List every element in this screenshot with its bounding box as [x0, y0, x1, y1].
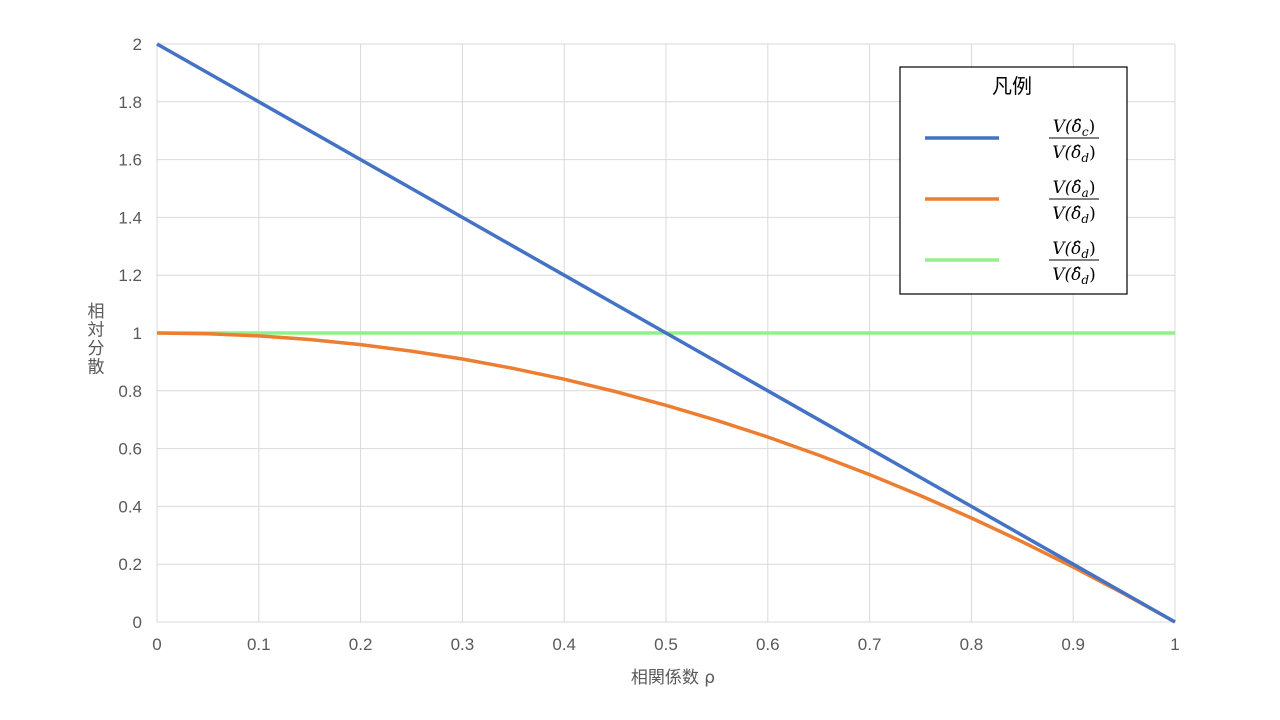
series-line-1	[156, 42, 1176, 624]
x-tick-label: 0.6	[756, 635, 780, 654]
y-tick-label: 0.4	[118, 497, 142, 516]
x-axis-title: 相関係数 ρ	[631, 668, 715, 688]
legend-numerator: V(δ̂c)	[1053, 117, 1096, 139]
x-tick-label: 0.2	[349, 635, 373, 654]
legend-numerator: V(δ̂a)	[1053, 178, 1096, 200]
y-tick-label: 0.2	[118, 555, 142, 574]
y-tick-label: 1.4	[118, 208, 142, 227]
legend-denominator: V(δ̂d)	[1052, 143, 1095, 165]
legend-frame	[899, 66, 1128, 295]
x-tick-label: 1	[1170, 635, 1179, 654]
legend-label-3: V(δ̂d) V(δ̂d)	[1049, 239, 1099, 287]
y-axis-title: 相対分散	[88, 302, 105, 378]
x-tick-label: 0	[152, 635, 161, 654]
x-tick-label: 0.7	[858, 635, 882, 654]
x-tick-label: 0.4	[552, 635, 576, 654]
grid	[156, 43, 1176, 623]
y-tick-label: 1	[133, 324, 142, 343]
y-tick-label: 2	[133, 35, 142, 54]
y-tick-label: 0.8	[118, 382, 142, 401]
tick-labels: 0 0.1 0.2 0.3 0.4 0.5 0.6 0.7 0.8 0.9 1 0 0.2 0.4 0.6 0…	[118, 35, 1179, 654]
legend-numerator: V(δ̂d)	[1052, 239, 1095, 261]
series-line-2	[156, 331, 1176, 624]
y-tick-label: 1.8	[118, 93, 142, 112]
y-tick-label: 0.6	[118, 440, 142, 459]
legend-denominator: V(δ̂d)	[1052, 204, 1095, 226]
y-tick-label: 1.6	[118, 151, 142, 170]
y-tick-label: 1.2	[118, 266, 142, 285]
x-tick-label: 0.1	[247, 635, 271, 654]
legend-entries: V(δ̂c) V(δ̂d) V(δ̂a) V(δ̂d) V(δ̂d) V(δ̂d)	[925, 117, 1099, 287]
legend-label-2: V(δ̂a) V(δ̂d)	[1049, 178, 1099, 226]
x-tick-label: 0.3	[451, 635, 475, 654]
x-tick-label: 0.9	[1061, 635, 1085, 654]
legend-title: 凡例	[992, 74, 1032, 98]
legend-denominator: V(δ̂d)	[1052, 265, 1095, 287]
x-tick-label: 0.5	[654, 635, 678, 654]
plot-series	[156, 42, 1176, 624]
y-tick-label: 0	[133, 613, 142, 632]
x-tick-label: 0.8	[960, 635, 984, 654]
legend-label-1: V(δ̂c) V(δ̂d)	[1049, 117, 1099, 165]
legend: 凡例 V(δ̂c) V(δ̂d) V(δ̂a) V(δ̂d) V(δ̂d) V(δ̂d)	[899, 66, 1128, 295]
